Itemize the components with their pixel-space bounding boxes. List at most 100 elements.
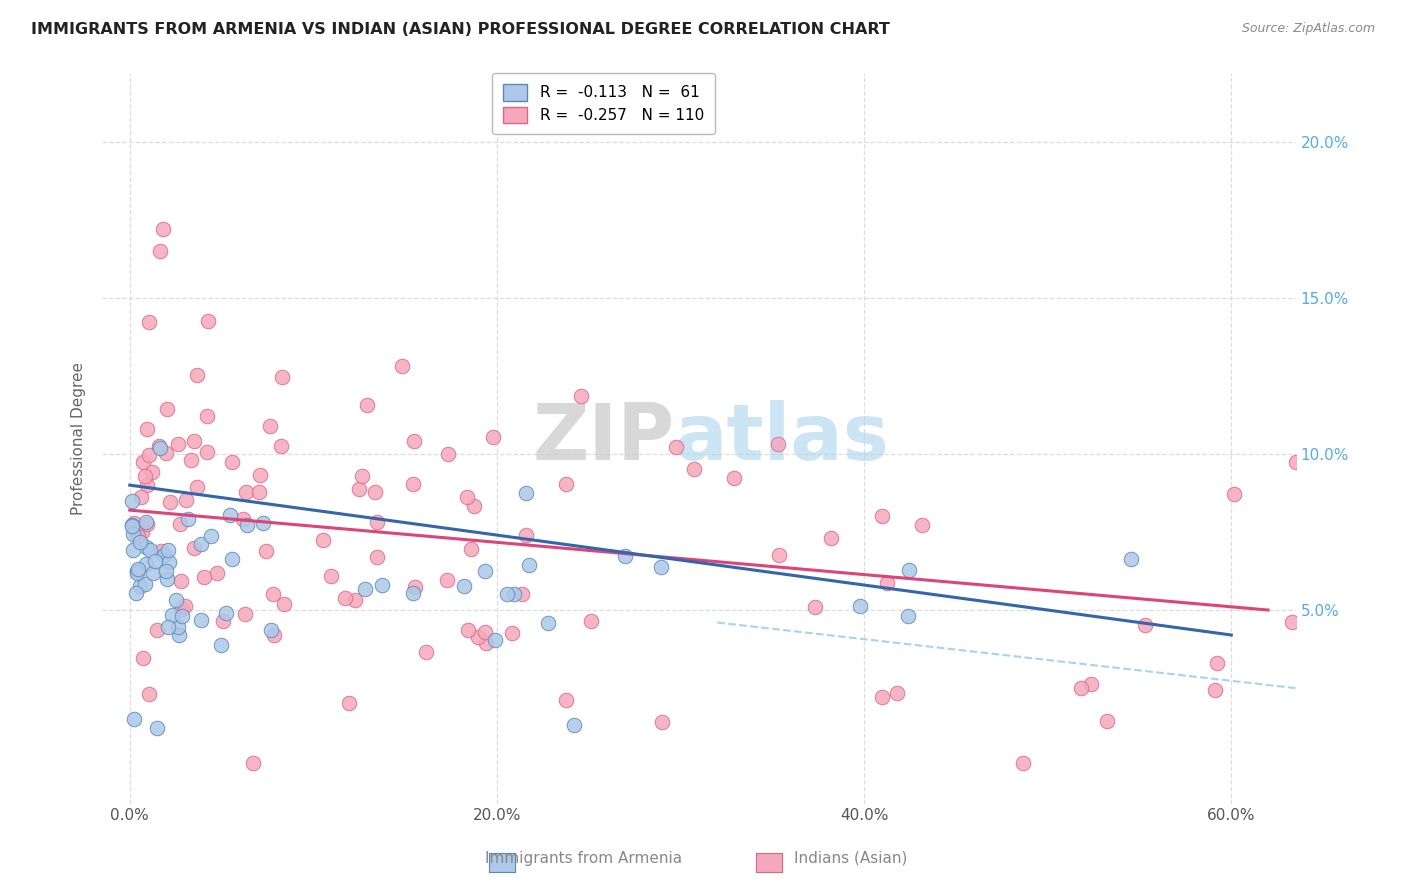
Point	[170, 608, 193, 623]
Point	[1070, 681, 1092, 696]
Point	[235, 485, 257, 500]
Point	[436, 447, 458, 461]
Point	[870, 690, 893, 704]
Point	[156, 619, 179, 633]
Point	[495, 587, 517, 601]
Point	[1206, 657, 1229, 671]
Point	[135, 557, 157, 571]
Point	[211, 615, 233, 629]
Point	[200, 529, 222, 543]
Point	[235, 518, 257, 533]
Point	[122, 516, 145, 531]
Point	[683, 462, 706, 476]
Point	[129, 535, 152, 549]
Point	[849, 599, 872, 614]
Point	[1284, 455, 1306, 469]
Point	[132, 651, 155, 665]
Point	[138, 448, 160, 462]
Point	[897, 563, 920, 577]
Point	[259, 418, 281, 433]
Point	[195, 409, 218, 424]
Point	[186, 480, 208, 494]
Point	[142, 566, 165, 580]
Point	[193, 569, 215, 583]
Point	[804, 600, 827, 615]
Point	[128, 578, 150, 592]
Legend: R =  -0.113   N =  61, R =  -0.257   N = 110: R = -0.113 N = 61, R = -0.257 N = 110	[492, 73, 714, 134]
Point	[134, 468, 156, 483]
Point	[183, 541, 205, 556]
Y-axis label: Professional Degree: Professional Degree	[72, 362, 86, 515]
Point	[183, 434, 205, 448]
Point	[149, 244, 172, 258]
Text: Source: ZipAtlas.com: Source: ZipAtlas.com	[1241, 22, 1375, 36]
Point	[219, 508, 242, 522]
Point	[122, 712, 145, 726]
Point	[127, 529, 149, 543]
Point	[247, 484, 270, 499]
Point	[453, 579, 475, 593]
Point	[146, 623, 169, 637]
Point	[337, 696, 360, 710]
Point	[581, 614, 603, 628]
Point	[221, 551, 243, 566]
Point	[415, 645, 437, 659]
Point	[312, 533, 335, 547]
Point	[169, 517, 191, 532]
Point	[252, 516, 274, 530]
Point	[474, 624, 496, 639]
Point	[343, 593, 366, 607]
Point	[176, 492, 198, 507]
Point	[517, 558, 540, 572]
Point	[1133, 617, 1156, 632]
Point	[501, 626, 523, 640]
Point	[156, 401, 179, 416]
Point	[402, 477, 425, 491]
Point	[127, 562, 149, 576]
Point	[391, 359, 413, 374]
Point	[354, 582, 377, 596]
Point	[254, 544, 277, 558]
Point	[167, 628, 190, 642]
Point	[157, 543, 180, 558]
Point	[263, 628, 285, 642]
Point	[333, 591, 356, 605]
Point	[159, 494, 181, 508]
Point	[364, 484, 387, 499]
Point	[125, 524, 148, 539]
Point	[155, 564, 177, 578]
Point	[170, 574, 193, 588]
Point	[650, 560, 672, 574]
Point	[132, 455, 155, 469]
Point	[167, 620, 190, 634]
Point	[242, 756, 264, 770]
Point	[166, 437, 188, 451]
Point	[460, 541, 482, 556]
Point	[121, 519, 143, 533]
Point	[153, 548, 176, 562]
Point	[474, 564, 496, 578]
Point	[150, 544, 173, 558]
Point	[463, 499, 485, 513]
Point	[124, 586, 146, 600]
Point	[569, 389, 592, 403]
Point	[195, 445, 218, 459]
Point	[177, 512, 200, 526]
Point	[457, 623, 479, 637]
Point	[651, 714, 673, 729]
Point	[270, 439, 292, 453]
Point	[135, 515, 157, 529]
Point	[155, 446, 177, 460]
Point	[1281, 615, 1303, 629]
Point	[768, 548, 790, 562]
Point	[371, 578, 394, 592]
Point	[233, 607, 256, 621]
Point	[1097, 714, 1119, 728]
Point	[515, 485, 537, 500]
Point	[515, 528, 537, 542]
Point	[536, 616, 558, 631]
Point	[131, 524, 153, 539]
Point	[121, 517, 143, 532]
Point	[149, 442, 172, 456]
Text: Immigrants from Armenia: Immigrants from Armenia	[485, 851, 682, 865]
